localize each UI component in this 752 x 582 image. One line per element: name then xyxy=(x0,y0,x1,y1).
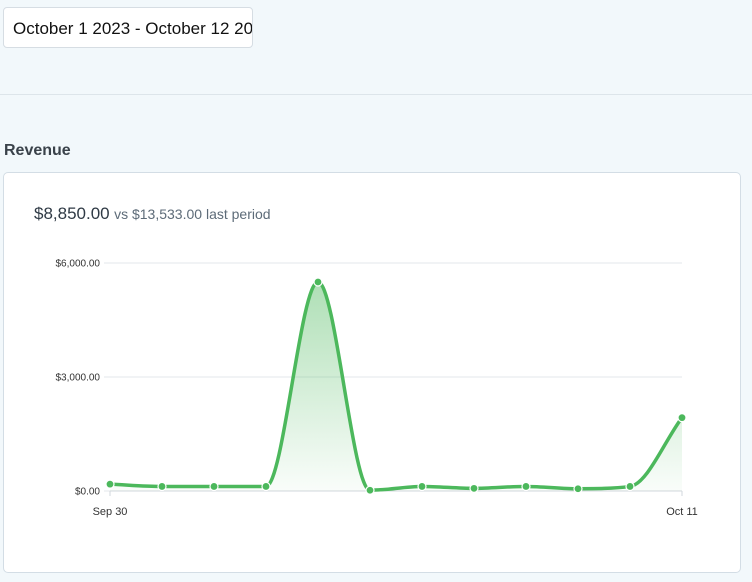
data-point xyxy=(469,483,479,493)
data-point xyxy=(365,485,375,495)
revenue-card: $8,850.00 vs $13,533.00 last period $0.0… xyxy=(3,172,741,573)
x-tick-label: Sep 30 xyxy=(93,506,128,518)
data-point xyxy=(105,479,115,489)
y-tick-label: $0.00 xyxy=(75,487,100,498)
y-tick-label: $3,000.00 xyxy=(56,373,101,384)
data-point xyxy=(157,481,167,492)
data-point xyxy=(417,481,427,492)
data-point xyxy=(521,481,531,492)
revenue-summary: $8,850.00 vs $13,533.00 last period xyxy=(34,204,271,224)
y-tick-label: $6,000.00 xyxy=(56,259,101,270)
data-point xyxy=(313,277,323,287)
revenue-line xyxy=(108,280,684,492)
current-revenue: $8,850.00 xyxy=(34,204,110,223)
section-title: Revenue xyxy=(4,142,71,159)
comparison-vs: vs xyxy=(114,206,129,222)
revenue-chart: $0.00 $3,000.00 $6,000.00 Sep 30 Oct 11 xyxy=(56,259,698,519)
date-range-input[interactable]: October 1 2023 - October 12 20 xyxy=(3,7,253,48)
comparison-suffix: last period xyxy=(205,206,271,222)
data-point xyxy=(209,481,219,492)
data-point xyxy=(625,481,635,492)
data-point xyxy=(573,484,583,494)
data-point xyxy=(261,481,271,492)
previous-revenue: $13,533.00 xyxy=(131,206,203,222)
divider xyxy=(0,94,752,95)
data-point xyxy=(677,413,687,423)
x-tick-label: Oct 11 xyxy=(666,506,698,518)
comparison-text: vs $13,533.00 last period xyxy=(114,206,270,222)
revenue-area-fill xyxy=(110,282,682,491)
